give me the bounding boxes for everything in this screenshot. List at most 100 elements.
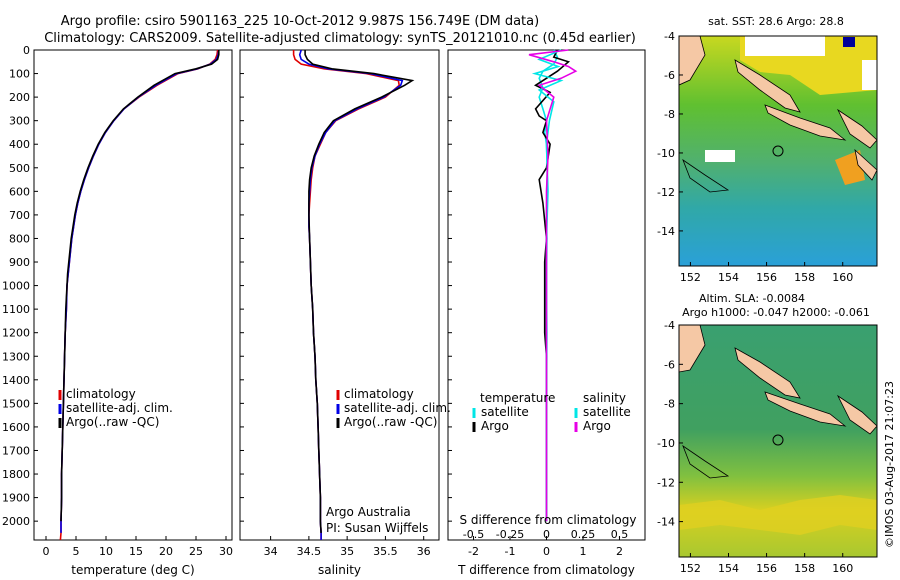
salinity-panel: 34 34.5 35 35.5 36 salinity climatologysatelli… bbox=[239, 49, 451, 577]
sst-land-island-4 bbox=[854, 148, 877, 181]
series-line bbox=[528, 49, 578, 522]
series-line bbox=[533, 49, 571, 522]
map-x-tick-label: 160 bbox=[832, 271, 853, 284]
sst-land-mainland bbox=[679, 36, 706, 86]
panel-frame bbox=[239, 49, 440, 541]
series-line bbox=[298, 49, 404, 540]
sst-land-island-1 bbox=[734, 59, 801, 113]
y-tick-label: 1000 bbox=[2, 280, 30, 293]
x-tick-label: 34.5 bbox=[297, 545, 322, 558]
map-y-tick-label: -14 bbox=[657, 516, 675, 529]
legend-label: satellite bbox=[583, 405, 631, 419]
x-tick-label: 10 bbox=[99, 545, 113, 558]
legend-label: Argo(..raw -QC) bbox=[66, 415, 159, 429]
s-tick-label: -0.25 bbox=[496, 528, 524, 541]
x-tick-label: 36 bbox=[417, 545, 431, 558]
series-line bbox=[292, 50, 401, 540]
x-axis-label: temperature (deg C) bbox=[71, 563, 194, 577]
x-tick-label: 34 bbox=[264, 545, 278, 558]
map-y-tick-label: -10 bbox=[657, 437, 675, 450]
sst-land-island-2 bbox=[764, 104, 847, 141]
sst-map-axes: 152 154 156 158 160 -4 -6 -8 -10 -12 -14 bbox=[657, 30, 853, 284]
title-line-2: Climatology: CARS2009. Satellite-adjuste… bbox=[44, 31, 636, 46]
legend-title: salinity bbox=[583, 391, 626, 405]
title-line-1: Argo profile: csiro 5901163_225 10-Oct-2… bbox=[61, 14, 539, 29]
x-tick-label: 15 bbox=[129, 545, 143, 558]
legend-label: Argo(..raw -QC) bbox=[344, 415, 437, 429]
x-tick-label: 0 bbox=[543, 545, 550, 558]
y-tick-label: 1300 bbox=[2, 350, 30, 363]
x-tick-label: 5 bbox=[73, 545, 80, 558]
y-tick-label: 300 bbox=[9, 115, 30, 128]
y-tick-label: 900 bbox=[9, 256, 30, 269]
series-line bbox=[60, 49, 220, 533]
x-tick-label: -1 bbox=[505, 545, 516, 558]
map-y-tick-label: -6 bbox=[664, 358, 675, 371]
map-x-tick-label: 160 bbox=[832, 562, 853, 575]
legend-label: climatology bbox=[66, 387, 136, 401]
series-line bbox=[60, 50, 220, 522]
x-axis-label: T difference from climatology bbox=[457, 563, 635, 577]
series-line bbox=[59, 49, 219, 541]
legend-label: satellite bbox=[481, 405, 529, 419]
y-tick-label: 1400 bbox=[2, 374, 30, 387]
sla-land-mainland bbox=[679, 325, 706, 373]
sst-cloud-gap-3 bbox=[705, 150, 735, 162]
footer-timestamp: ©IMOS 03-Aug-2017 21:07:23 bbox=[883, 381, 896, 548]
y-tick-label: 800 bbox=[9, 232, 30, 245]
map-x-tick-label: 152 bbox=[680, 271, 701, 284]
y-tick-label: 1600 bbox=[2, 421, 30, 434]
series-line bbox=[531, 49, 564, 522]
x-axis-label: salinity bbox=[318, 563, 361, 577]
sla-land-island-1 bbox=[734, 347, 801, 399]
sla-map bbox=[679, 325, 877, 557]
temperature-panel: 0100200300400500600700800900100011001200… bbox=[2, 44, 233, 577]
sla-argo-position bbox=[772, 434, 784, 446]
legend-label: climatology bbox=[344, 387, 414, 401]
y-tick-label: 1200 bbox=[2, 327, 30, 340]
map-x-tick-label: 154 bbox=[718, 562, 739, 575]
map-x-tick-label: 158 bbox=[794, 271, 815, 284]
panel-frame bbox=[33, 49, 233, 541]
x-tick-label: 35.5 bbox=[373, 545, 398, 558]
x-tick-label: 1 bbox=[579, 545, 586, 558]
s-tick-label: -0.5 bbox=[463, 528, 484, 541]
legend-title: temperature bbox=[480, 391, 555, 405]
x-tick-label: 2 bbox=[616, 545, 623, 558]
sst-argo-position bbox=[772, 145, 784, 157]
legend-label: Argo bbox=[583, 419, 611, 433]
sla-map-frame bbox=[678, 324, 878, 558]
sst-map-frame bbox=[678, 35, 878, 267]
y-tick-label: 500 bbox=[9, 162, 30, 175]
map-y-tick-label: -8 bbox=[664, 398, 675, 411]
map-y-tick-label: -12 bbox=[657, 186, 675, 199]
map-y-tick-label: -8 bbox=[664, 108, 675, 121]
x-tick-label: 20 bbox=[159, 545, 173, 558]
y-tick-label: 1500 bbox=[2, 397, 30, 410]
credit-line-2: PI: Susan Wijffels bbox=[326, 521, 428, 535]
sla-map-title-2: Argo h1000: -0.047 h2000: -0.061 bbox=[682, 306, 870, 319]
sst-map-title: sat. SST: 28.6 Argo: 28.8 bbox=[708, 15, 844, 28]
map-x-tick-label: 156 bbox=[756, 271, 777, 284]
y-tick-label: 700 bbox=[9, 209, 30, 222]
map-x-tick-label: 156 bbox=[756, 562, 777, 575]
sst-cold-cell bbox=[843, 37, 855, 47]
sla-high-band bbox=[679, 495, 877, 535]
sla-map-title-1: Altim. SLA: -0.0084 bbox=[699, 292, 805, 305]
sst-land-island-3 bbox=[836, 108, 877, 149]
y-tick-label: 1900 bbox=[2, 492, 30, 505]
y-tick-label: 2000 bbox=[2, 515, 30, 528]
s-tick-label: 0.5 bbox=[611, 528, 629, 541]
y-tick-label: 1100 bbox=[2, 303, 30, 316]
y-tick-label: 1700 bbox=[2, 444, 30, 457]
legend-label: satellite-adj. clim. bbox=[344, 401, 451, 415]
map-x-tick-label: 152 bbox=[680, 562, 701, 575]
map-y-tick-label: -6 bbox=[664, 69, 675, 82]
y-tick-label: 400 bbox=[9, 138, 30, 151]
map-x-tick-label: 154 bbox=[718, 271, 739, 284]
map-y-tick-label: -4 bbox=[664, 319, 675, 332]
sla-land-island-2 bbox=[764, 391, 847, 427]
difference-panel: -2 -1 0 1 2 T difference from climatology temp… bbox=[447, 49, 646, 577]
sla-land-island-3 bbox=[836, 394, 877, 435]
